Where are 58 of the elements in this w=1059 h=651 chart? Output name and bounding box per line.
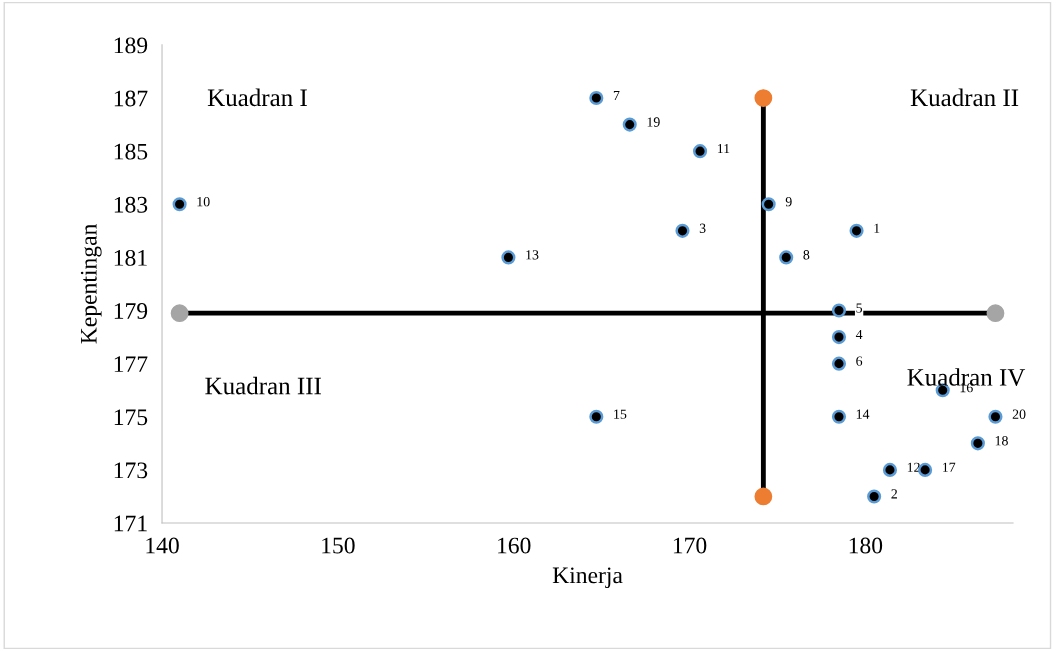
x-tick-label: 160 <box>498 537 531 554</box>
annotation: 20 <box>1012 409 1026 419</box>
annotation: Kuadran II <box>910 88 1019 107</box>
y-tick-label: 189 <box>114 37 148 54</box>
annotation: 9 <box>785 197 792 207</box>
y-axis-title: Kepentingan <box>80 224 102 344</box>
annotation: 4 <box>855 329 863 340</box>
y-tick-label: 173 <box>114 462 148 479</box>
x-tick-label: 170 <box>673 537 707 554</box>
annotation: 8 <box>803 250 810 260</box>
point <box>172 197 187 212</box>
x-tick-label: 180 <box>849 537 883 554</box>
annotation: 13 <box>526 250 539 260</box>
annotation: 17 <box>943 462 956 472</box>
point <box>693 144 708 159</box>
point <box>675 223 690 238</box>
x-tick-label: 140 <box>146 537 179 554</box>
annotation: 3 <box>699 223 706 233</box>
y-tick-label: 171 <box>114 515 147 532</box>
point <box>988 409 1003 424</box>
annotation: Kuadran III <box>205 376 321 395</box>
point <box>501 250 516 265</box>
point <box>779 250 794 265</box>
point <box>831 356 847 371</box>
annotation: 5 <box>856 303 863 313</box>
point <box>831 409 847 424</box>
point <box>761 197 776 212</box>
point <box>622 117 637 132</box>
annotation: 14 <box>856 409 870 419</box>
y-tick-label: 175 <box>114 409 148 426</box>
point <box>831 303 847 318</box>
point <box>589 90 604 106</box>
x-axis-title: Kinerja <box>552 567 623 589</box>
annotation: 19 <box>647 117 660 127</box>
annotation: 18 <box>995 436 1008 446</box>
annotation: 1 <box>874 223 880 233</box>
annotation: 2 <box>891 489 897 499</box>
annotation: 11 <box>717 143 730 154</box>
annotation: 15 <box>614 409 627 419</box>
x-tick-label: 150 <box>322 537 355 554</box>
annotation: Kuadran I <box>207 88 307 107</box>
y-tick-label: 187 <box>114 90 148 107</box>
point <box>849 223 864 238</box>
y-tick-label: 183 <box>114 196 148 213</box>
annotation: 7 <box>613 90 620 100</box>
y-tick-label: 181 <box>114 249 147 266</box>
point <box>831 330 847 345</box>
annotation: 6 <box>856 356 863 366</box>
annotation: 12 <box>907 462 920 472</box>
point <box>970 436 985 451</box>
point <box>918 462 933 477</box>
y-tick-label: 179 <box>114 303 148 319</box>
annotation: 10 <box>197 197 210 207</box>
y-tick-label: 185 <box>114 143 148 160</box>
y-tick-label: 177 <box>114 356 148 372</box>
point <box>882 462 898 477</box>
point <box>589 409 604 424</box>
point <box>867 489 882 504</box>
